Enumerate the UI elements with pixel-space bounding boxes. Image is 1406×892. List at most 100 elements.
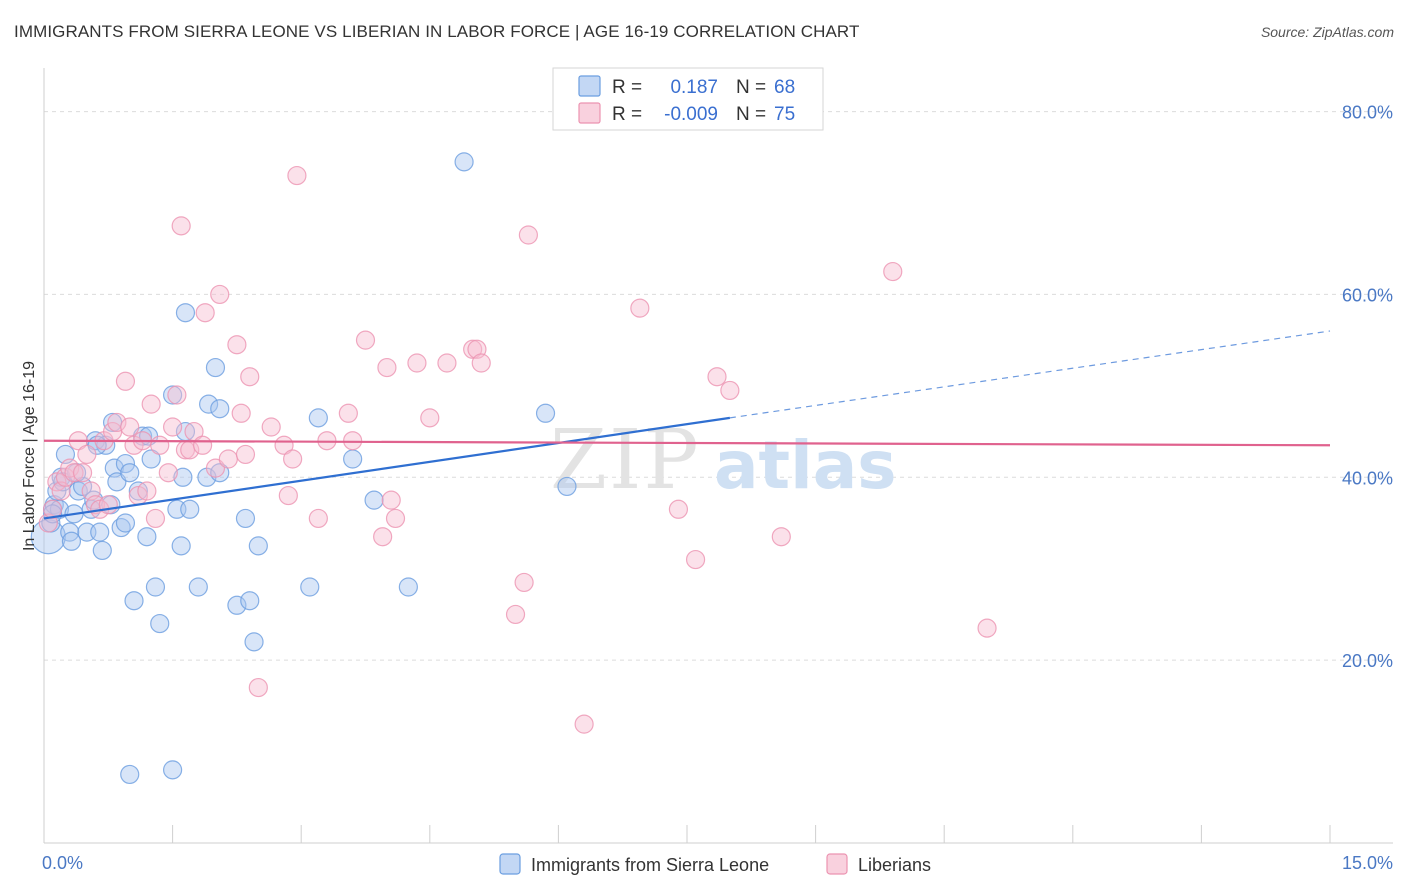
point-sierra-leone bbox=[248, 536, 268, 556]
legend-r-value-2: -0.009 bbox=[664, 104, 718, 125]
point-sierra-leone bbox=[180, 499, 200, 519]
legend-swatch-sierra-leone bbox=[578, 75, 601, 97]
point-liberian bbox=[218, 449, 238, 469]
point-liberian bbox=[120, 417, 140, 437]
trend-line-sierra-leone bbox=[43, 416, 731, 520]
y-tick-label: 40.0% bbox=[1342, 468, 1393, 488]
y-tick-labels: 20.0% 40.0% 60.0% 80.0% bbox=[1342, 103, 1393, 672]
point-liberian bbox=[163, 417, 183, 437]
point-sierra-leone bbox=[235, 508, 256, 529]
point-sierra-leone bbox=[120, 463, 140, 483]
legend-r-label-1: R = bbox=[612, 77, 642, 98]
point-liberian bbox=[77, 444, 97, 465]
point-liberian bbox=[355, 330, 376, 350]
point-liberian bbox=[373, 527, 393, 547]
point-sierra-leone bbox=[210, 399, 230, 419]
point-liberian bbox=[287, 165, 307, 186]
stats-legend: R = 0.187 N = 68 R = -0.009 N = 75 bbox=[552, 67, 824, 131]
x-tick-label-min: 0.0% bbox=[42, 853, 83, 873]
point-liberian bbox=[227, 335, 247, 355]
point-sierra-leone bbox=[308, 408, 328, 428]
point-sierra-leone bbox=[199, 394, 219, 414]
point-liberian bbox=[248, 677, 268, 698]
series-legend: Immigrants from Sierra Leone Liberians bbox=[499, 853, 931, 875]
point-liberian bbox=[231, 403, 251, 423]
point-liberian bbox=[463, 339, 483, 359]
point-sierra-leone bbox=[240, 591, 260, 611]
point-liberian bbox=[278, 485, 298, 506]
trend-line-liberians bbox=[43, 439, 1331, 447]
point-liberian bbox=[420, 408, 440, 428]
legend-r-value-1: 0.187 bbox=[670, 77, 718, 98]
y-tick-label: 60.0% bbox=[1342, 285, 1393, 305]
trend-lines bbox=[43, 330, 1331, 520]
legend-r-label-2: R = bbox=[612, 104, 642, 125]
point-liberian bbox=[471, 353, 491, 373]
point-liberian bbox=[145, 508, 166, 529]
point-liberian bbox=[685, 549, 706, 570]
point-sierra-leone bbox=[171, 536, 191, 556]
point-sierra-leone bbox=[92, 540, 112, 561]
point-sierra-leone bbox=[120, 764, 140, 785]
point-liberian bbox=[308, 508, 328, 529]
point-liberian bbox=[338, 403, 358, 423]
point-liberian bbox=[630, 298, 650, 318]
point-liberian bbox=[720, 380, 740, 401]
point-sierra-leone bbox=[145, 577, 166, 597]
point-liberian bbox=[707, 367, 727, 387]
y-tick-label: 80.0% bbox=[1342, 103, 1393, 123]
point-liberian bbox=[771, 527, 791, 547]
point-liberian bbox=[107, 412, 127, 433]
chart-title: IMMIGRANTS FROM SIERRA LEONE VS LIBERIAN… bbox=[14, 22, 860, 41]
point-liberian bbox=[377, 357, 397, 378]
point-sierra-leone bbox=[343, 449, 363, 469]
point-liberian bbox=[141, 394, 161, 414]
trend-line-sierra-leone-extension bbox=[729, 330, 1331, 419]
point-liberian bbox=[668, 499, 689, 519]
point-liberian bbox=[240, 367, 260, 387]
point-liberian bbox=[150, 435, 170, 455]
point-liberian bbox=[167, 385, 187, 405]
point-liberian bbox=[193, 435, 213, 455]
point-sierra-leone bbox=[300, 577, 320, 597]
point-sierra-leone bbox=[227, 595, 247, 615]
point-sierra-leone bbox=[115, 513, 136, 533]
point-sierra-leone bbox=[364, 490, 384, 510]
x-tick-label-max: 15.0% bbox=[1342, 853, 1393, 873]
watermark-atlas: atlas bbox=[714, 427, 897, 504]
point-liberian bbox=[137, 481, 157, 501]
point-liberian bbox=[385, 508, 406, 529]
point-sierra-leone bbox=[90, 522, 110, 542]
point-liberian bbox=[381, 490, 401, 510]
point-liberian bbox=[514, 572, 534, 593]
point-liberian bbox=[47, 472, 67, 492]
point-sierra-leone bbox=[115, 453, 136, 474]
axes bbox=[43, 68, 1393, 844]
point-liberian bbox=[72, 463, 93, 483]
point-sierra-leone bbox=[30, 519, 66, 555]
point-sierra-leone bbox=[535, 403, 556, 423]
point-sierra-leone bbox=[137, 527, 157, 547]
point-liberian bbox=[977, 618, 997, 638]
point-liberian bbox=[261, 417, 281, 437]
point-sierra-leone bbox=[398, 577, 418, 597]
point-sierra-leone bbox=[557, 476, 577, 497]
point-liberian bbox=[505, 604, 526, 625]
point-liberian bbox=[574, 714, 594, 734]
bottom-legend-swatch-sierra-leone bbox=[499, 853, 521, 875]
legend-n-label-2: N = bbox=[736, 104, 766, 125]
y-tick-label: 20.0% bbox=[1342, 651, 1393, 671]
point-sierra-leone bbox=[163, 385, 183, 405]
y-axis-label: In Labor Force | Age 16-19 bbox=[21, 361, 38, 551]
point-sierra-leone bbox=[163, 760, 183, 780]
bottom-legend-swatch-liberians bbox=[826, 853, 848, 875]
data-points bbox=[30, 152, 997, 785]
point-sierra-leone bbox=[188, 577, 208, 597]
bottom-legend-label-liberians: Liberians bbox=[858, 855, 931, 875]
point-liberian bbox=[42, 499, 63, 519]
legend-swatch-liberians bbox=[578, 102, 601, 124]
point-liberian bbox=[283, 449, 303, 469]
point-sierra-leone bbox=[61, 531, 82, 551]
point-liberian bbox=[115, 371, 136, 391]
